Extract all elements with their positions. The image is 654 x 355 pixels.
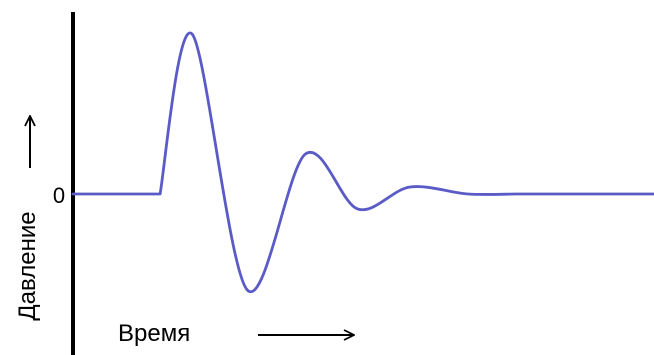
pressure-series-line [71, 31, 654, 294]
x-axis-label: Время [118, 320, 190, 347]
y-tick-label-0: 0 [53, 183, 65, 208]
y-axis-label: Давление [14, 211, 41, 320]
